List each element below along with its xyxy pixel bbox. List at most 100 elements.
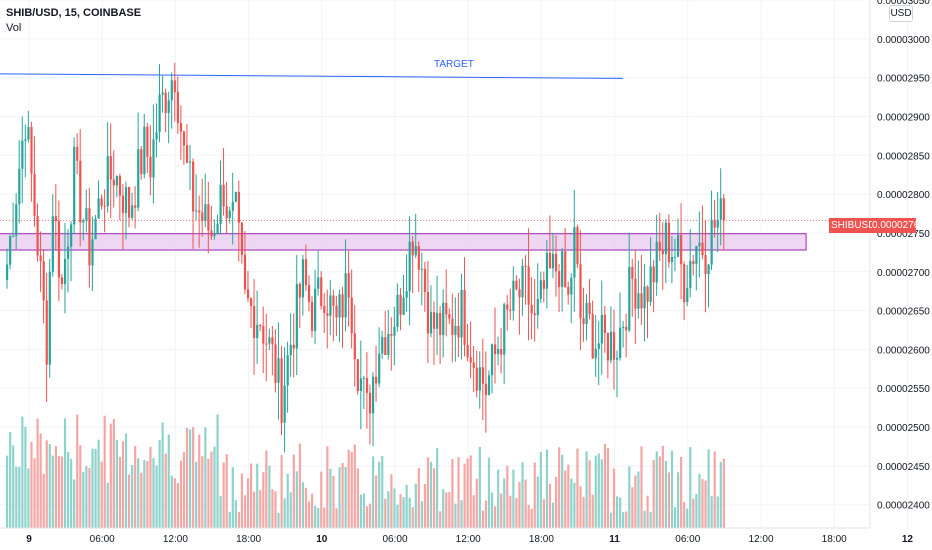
- candle-body: [716, 219, 719, 228]
- candle-body: [149, 156, 152, 178]
- volume-bar: [240, 473, 244, 528]
- volume-bar: [271, 489, 274, 528]
- support-zone-rect[interactable]: [0, 233, 807, 251]
- volume-bar: [713, 451, 716, 528]
- candle-body: [551, 253, 555, 269]
- volume-bar: [335, 508, 338, 528]
- candle-body: [634, 278, 637, 309]
- candle-body: [619, 327, 622, 358]
- volume-bar: [192, 427, 195, 528]
- target-line: TARGET: [0, 59, 624, 79]
- volume-bar: [722, 458, 725, 528]
- volume-bar: [695, 493, 698, 528]
- candle-body: [21, 140, 24, 169]
- volume-bar: [12, 445, 15, 528]
- volume-bar: [222, 462, 225, 528]
- candle-body: [475, 367, 478, 391]
- volume-bar: [426, 457, 430, 528]
- volume-bar: [219, 496, 222, 528]
- candle-body: [445, 302, 448, 315]
- volume-bar: [268, 465, 271, 528]
- volume-bar: [433, 468, 436, 528]
- candle-body: [393, 326, 396, 336]
- volume-bar: [27, 468, 30, 528]
- volume-bar: [179, 460, 183, 528]
- candle-body: [256, 324, 259, 339]
- candle-body: [631, 266, 634, 279]
- candle-body: [115, 176, 118, 186]
- volume-bar: [704, 480, 707, 528]
- volume-bar: [176, 482, 179, 528]
- volume-bar: [472, 495, 475, 528]
- candle-body: [454, 325, 457, 335]
- candle-body: [689, 260, 692, 289]
- volume-bar: [673, 507, 677, 528]
- volume-bar: [18, 466, 21, 528]
- volume-indicator-label[interactable]: Vol: [6, 22, 22, 34]
- candle-body: [710, 219, 713, 265]
- last-price-label: SHIBUSD: [829, 218, 875, 233]
- candle-body: [274, 344, 277, 383]
- volume-bar: [631, 487, 634, 528]
- symbol-title[interactable]: SHIB/USD, 15, COINBASE: [6, 7, 142, 19]
- volume-bar: [716, 496, 719, 528]
- volume-bar: [161, 422, 164, 528]
- volume-bar: [112, 419, 115, 528]
- price-tick-label: 0.00002900: [877, 112, 930, 123]
- volume-bar: [91, 448, 94, 528]
- volume-bar: [311, 493, 314, 528]
- candle-body: [85, 208, 88, 221]
- candle-body: [625, 326, 628, 331]
- candle-body: [423, 269, 427, 292]
- candle-body: [350, 297, 353, 334]
- candle-body: [42, 261, 45, 301]
- candle-body: [167, 100, 170, 113]
- volume-bar: [250, 463, 253, 528]
- candle-body: [466, 344, 469, 358]
- volume-bar: [170, 475, 173, 528]
- volume-bar: [692, 498, 695, 528]
- volume-bar: [57, 456, 61, 528]
- volume-bar: [173, 478, 176, 528]
- volume-bar: [185, 427, 189, 528]
- candle-body: [344, 273, 347, 318]
- candle-body: [243, 254, 247, 290]
- candle-body: [567, 286, 570, 295]
- candle-body: [6, 264, 9, 281]
- volume-bar: [210, 451, 213, 528]
- candle-body: [67, 246, 70, 259]
- volume-bar: [246, 478, 250, 528]
- volume-bar: [396, 504, 399, 528]
- target-label: TARGET: [434, 59, 474, 70]
- candle-body: [490, 344, 494, 376]
- candle-body: [384, 337, 387, 355]
- price-tick-label: 0.00002850: [877, 151, 930, 162]
- candle-body: [314, 288, 317, 331]
- price-axis: 0.00003050 0.00003000 0.00002950 0.00002900…: [869, 0, 930, 528]
- price-tick-label: 0.00002950: [877, 74, 930, 85]
- candle-body: [457, 325, 460, 338]
- candlesticks: [6, 62, 725, 453]
- target-trend-line[interactable]: [0, 73, 624, 79]
- volume-bar: [124, 433, 128, 528]
- volume-bar: [689, 447, 692, 528]
- volume-bar: [652, 460, 655, 528]
- volume-bar: [545, 449, 549, 528]
- candle-body: [329, 295, 332, 316]
- volume-bar: [600, 459, 603, 528]
- volume-bar: [106, 482, 109, 528]
- candle-body: [70, 224, 73, 247]
- candle-body: [106, 156, 109, 207]
- candle-body: [673, 256, 677, 258]
- candle-body: [698, 242, 701, 247]
- candle-body: [713, 219, 716, 228]
- volume-bar: [588, 460, 591, 528]
- candle-body: [73, 146, 76, 225]
- currency-button[interactable]: USD: [889, 5, 913, 22]
- volume-bar: [262, 472, 265, 528]
- candle-body: [463, 289, 466, 345]
- candle-body: [378, 353, 381, 384]
- volume-bar: [323, 507, 326, 528]
- candle-body: [311, 301, 314, 331]
